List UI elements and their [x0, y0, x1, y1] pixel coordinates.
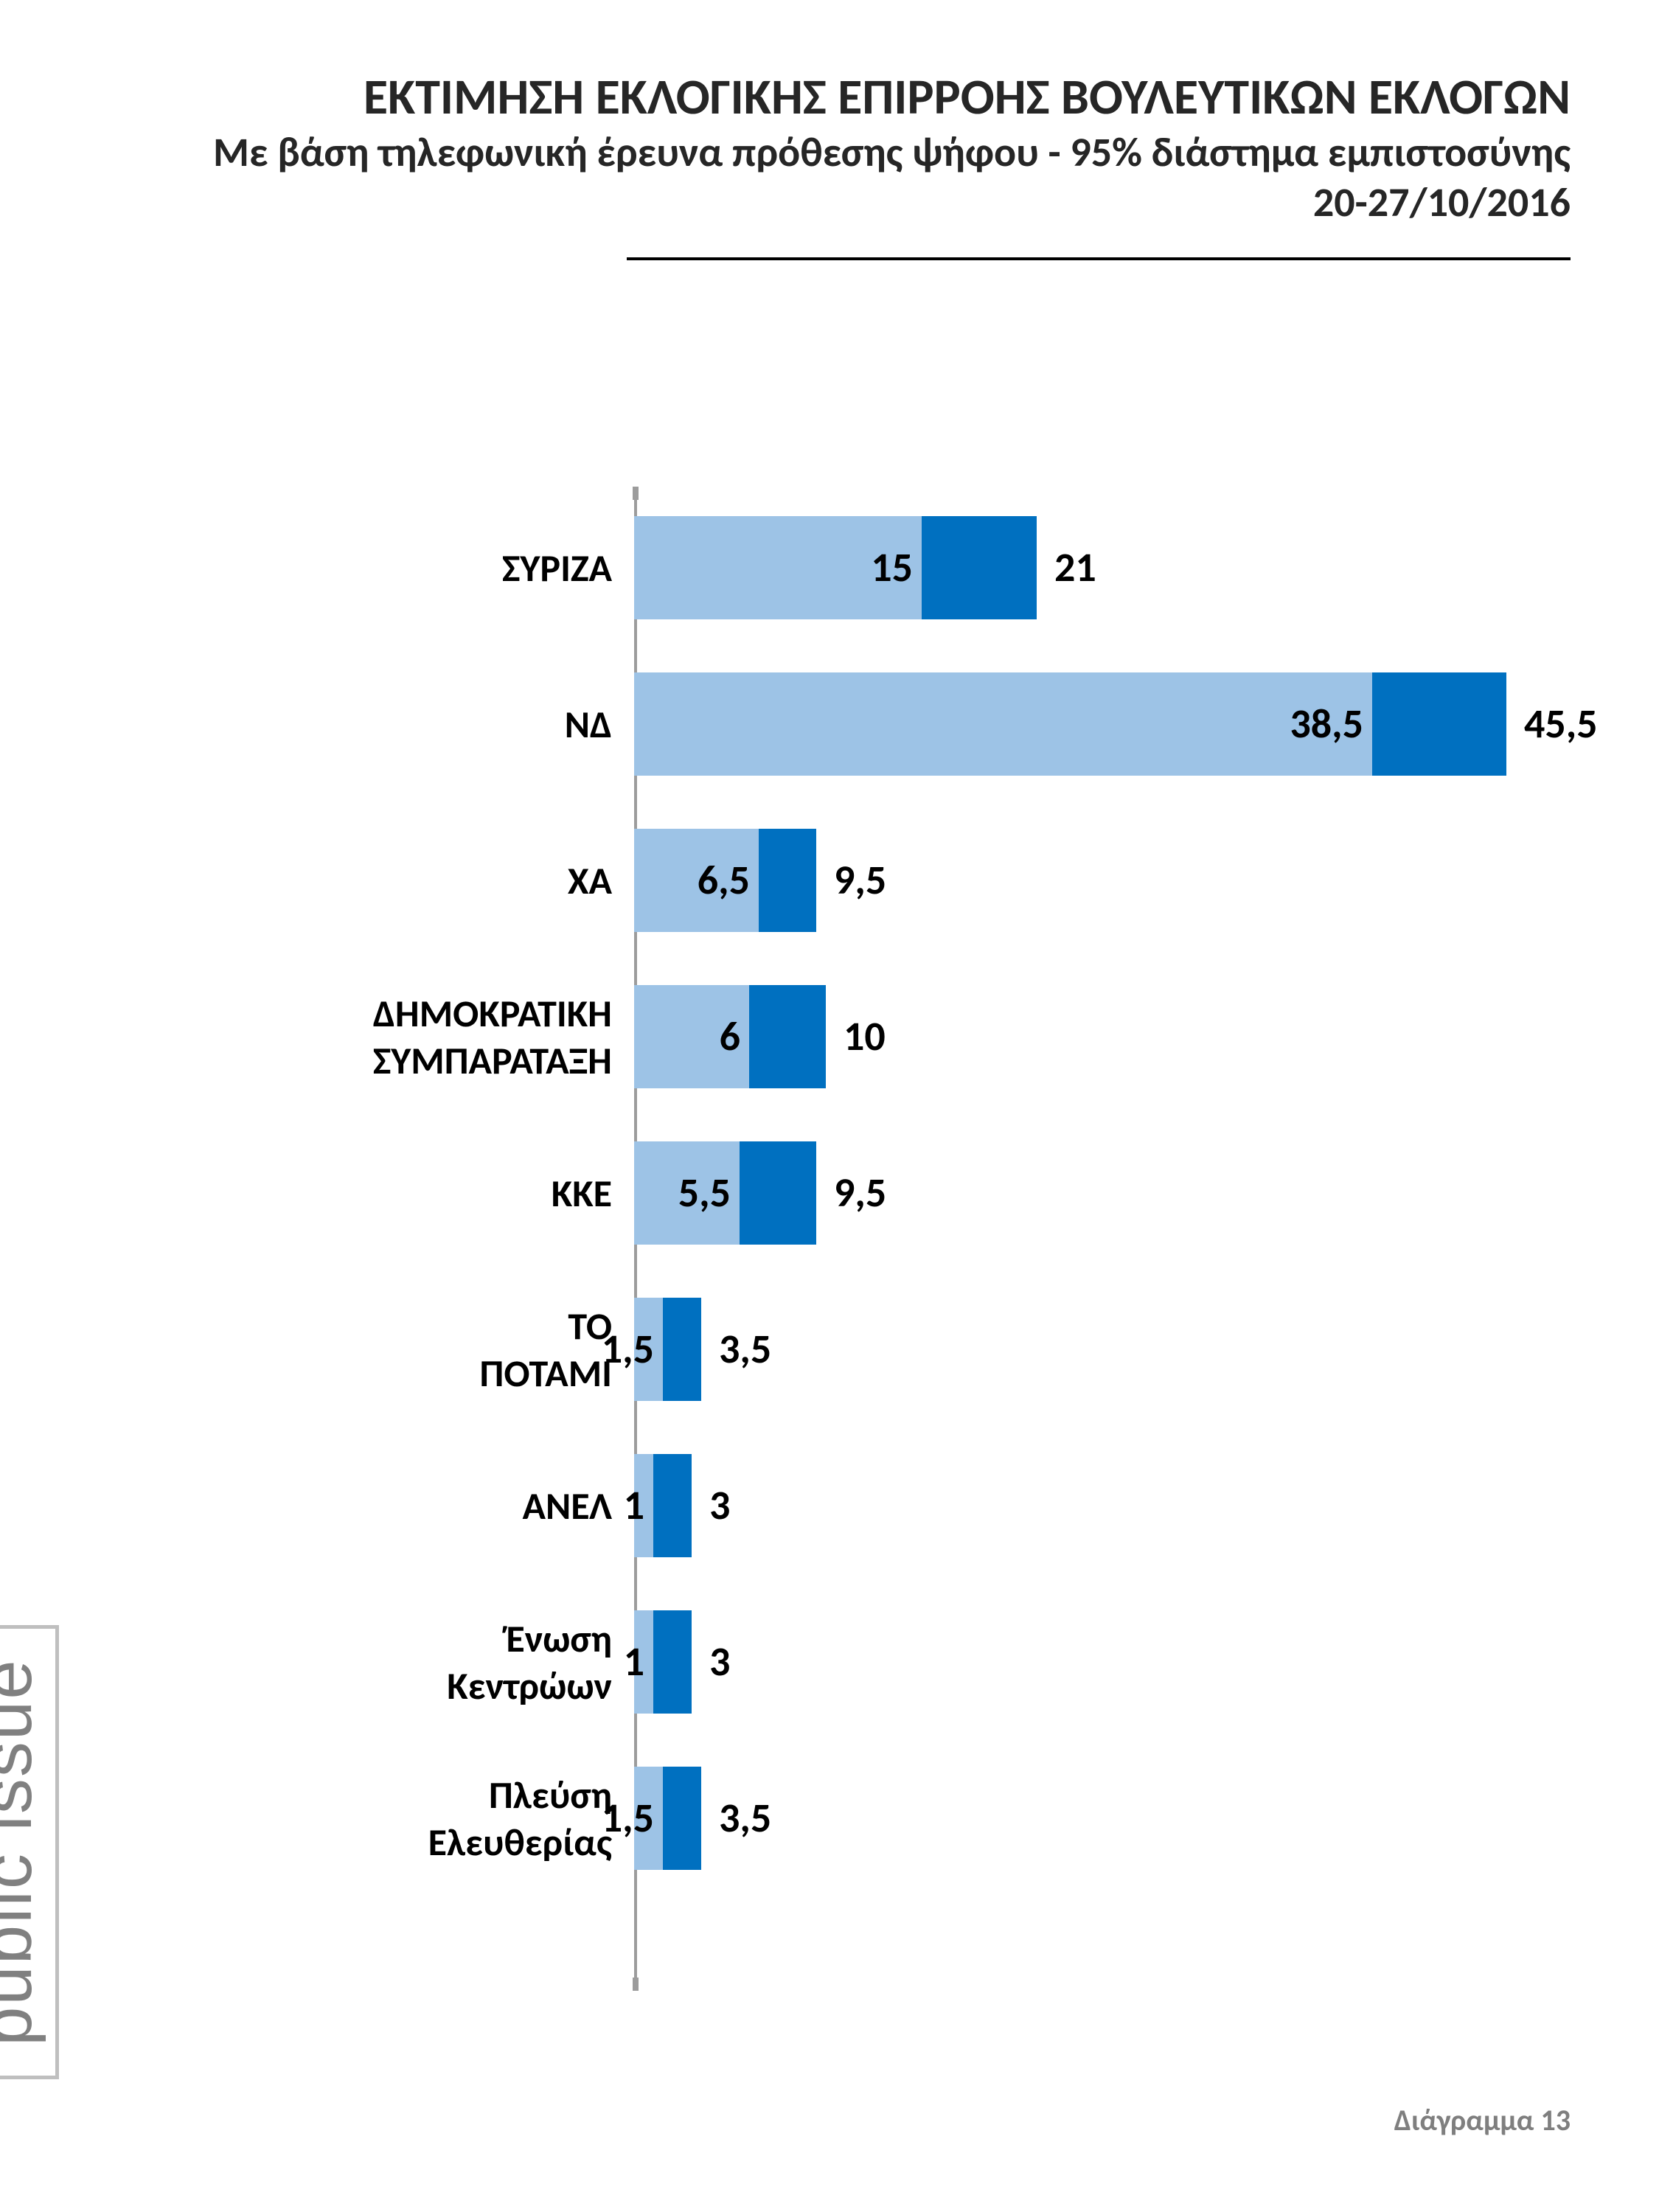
- value-label-high: 3,5: [701, 1793, 771, 1843]
- value-label-low: 38,5: [1290, 699, 1372, 749]
- value-label-high: 3: [692, 1481, 730, 1531]
- bar-segment-high: [922, 516, 1037, 619]
- header: ΕΚΤΙΜΗΣΗ ΕΚΛΟΓΙΚΗΣ ΕΠΙΡΡΟΗΣ ΒΟΥΛΕΥΤΙΚΩΝ …: [0, 0, 1659, 260]
- category-label: ΑΝΕΛ: [523, 1482, 635, 1529]
- value-label-low: 15: [871, 543, 922, 593]
- bar-row: ΣΥΡΙΖΑ1521: [634, 516, 1593, 619]
- value-label-high: 45,5: [1506, 699, 1598, 749]
- bar-segment-high: [749, 985, 826, 1088]
- bar-segment-high: [663, 1298, 701, 1401]
- value-label-low: 6: [720, 1012, 749, 1062]
- value-label-low: 1: [624, 1481, 653, 1531]
- value-label-high: 9,5: [816, 1168, 886, 1218]
- category-label: Ένωση Κεντρώων: [447, 1615, 634, 1709]
- bar-segment-high: [1372, 672, 1506, 776]
- bar-row: ΑΝΕΛ13: [634, 1454, 1593, 1557]
- value-label-low: 6,5: [698, 855, 759, 905]
- chart-subtitle: Με βάση τηλεφωνική έρευνα πρόθεσης ψήφου…: [88, 128, 1571, 178]
- brand-logo: public issue: [0, 1625, 59, 2079]
- bar-row: Ένωση Κεντρώων13: [634, 1610, 1593, 1714]
- header-divider: [627, 257, 1571, 260]
- value-label-low: 1,5: [602, 1324, 663, 1374]
- bar-segment-high: [653, 1610, 692, 1714]
- axis-tick: [633, 487, 639, 500]
- category-label: ΔΗΜΟΚΡΑΤΙΚΗ ΣΥΜΠΑΡΑΤΑΞΗ: [373, 990, 634, 1084]
- category-label: ΚΚΕ: [552, 1169, 634, 1217]
- value-label-low: 1,5: [602, 1793, 663, 1843]
- bar-row: ΝΔ38,545,5: [634, 672, 1593, 776]
- category-label: ΝΔ: [565, 700, 634, 748]
- category-label: ΧΑ: [568, 857, 634, 904]
- value-label-high: 9,5: [816, 855, 886, 905]
- figure-number: Διάγραμμα 13: [1394, 2102, 1571, 2138]
- value-label-high: 3: [692, 1637, 730, 1687]
- value-label-high: 10: [826, 1012, 886, 1062]
- bar-row: ΧΑ6,59,5: [634, 829, 1593, 932]
- bar-chart: ΣΥΡΙΖΑ1521ΝΔ38,545,5ΧΑ6,59,5ΔΗΜΟΚΡΑΤΙΚΗ …: [634, 516, 1593, 1961]
- bar-segment-high: [759, 829, 816, 932]
- value-label-high: 21: [1037, 543, 1096, 593]
- bar-row: ΔΗΜΟΚΡΑΤΙΚΗ ΣΥΜΠΑΡΑΤΑΞΗ610: [634, 985, 1593, 1088]
- value-label-high: 3,5: [701, 1324, 771, 1374]
- bar-segment-high: [653, 1454, 692, 1557]
- category-label: ΣΥΡΙΖΑ: [502, 544, 634, 591]
- bar-segment-high: [740, 1141, 816, 1245]
- bar-row: ΤΟ ΠΟΤΑΜΙ1,53,5: [634, 1298, 1593, 1401]
- chart-date: 20-27/10/2016: [88, 178, 1571, 228]
- bar-row: Πλεύση Ελευθερίας1,53,5: [634, 1767, 1593, 1870]
- bar-row: ΚΚΕ5,59,5: [634, 1141, 1593, 1245]
- value-label-low: 1: [624, 1637, 653, 1687]
- chart-title: ΕΚΤΙΜΗΣΗ ΕΚΛΟΓΙΚΗΣ ΕΠΙΡΡΟΗΣ ΒΟΥΛΕΥΤΙΚΩΝ …: [88, 66, 1571, 128]
- page: ΕΚΤΙΜΗΣΗ ΕΚΛΟΓΙΚΗΣ ΕΠΙΡΡΟΗΣ ΒΟΥΛΕΥΤΙΚΩΝ …: [0, 0, 1659, 2212]
- bar-segment-low: [634, 672, 1372, 776]
- bar-segment-high: [663, 1767, 701, 1870]
- axis-tick: [633, 1978, 639, 1991]
- value-label-low: 5,5: [678, 1168, 740, 1218]
